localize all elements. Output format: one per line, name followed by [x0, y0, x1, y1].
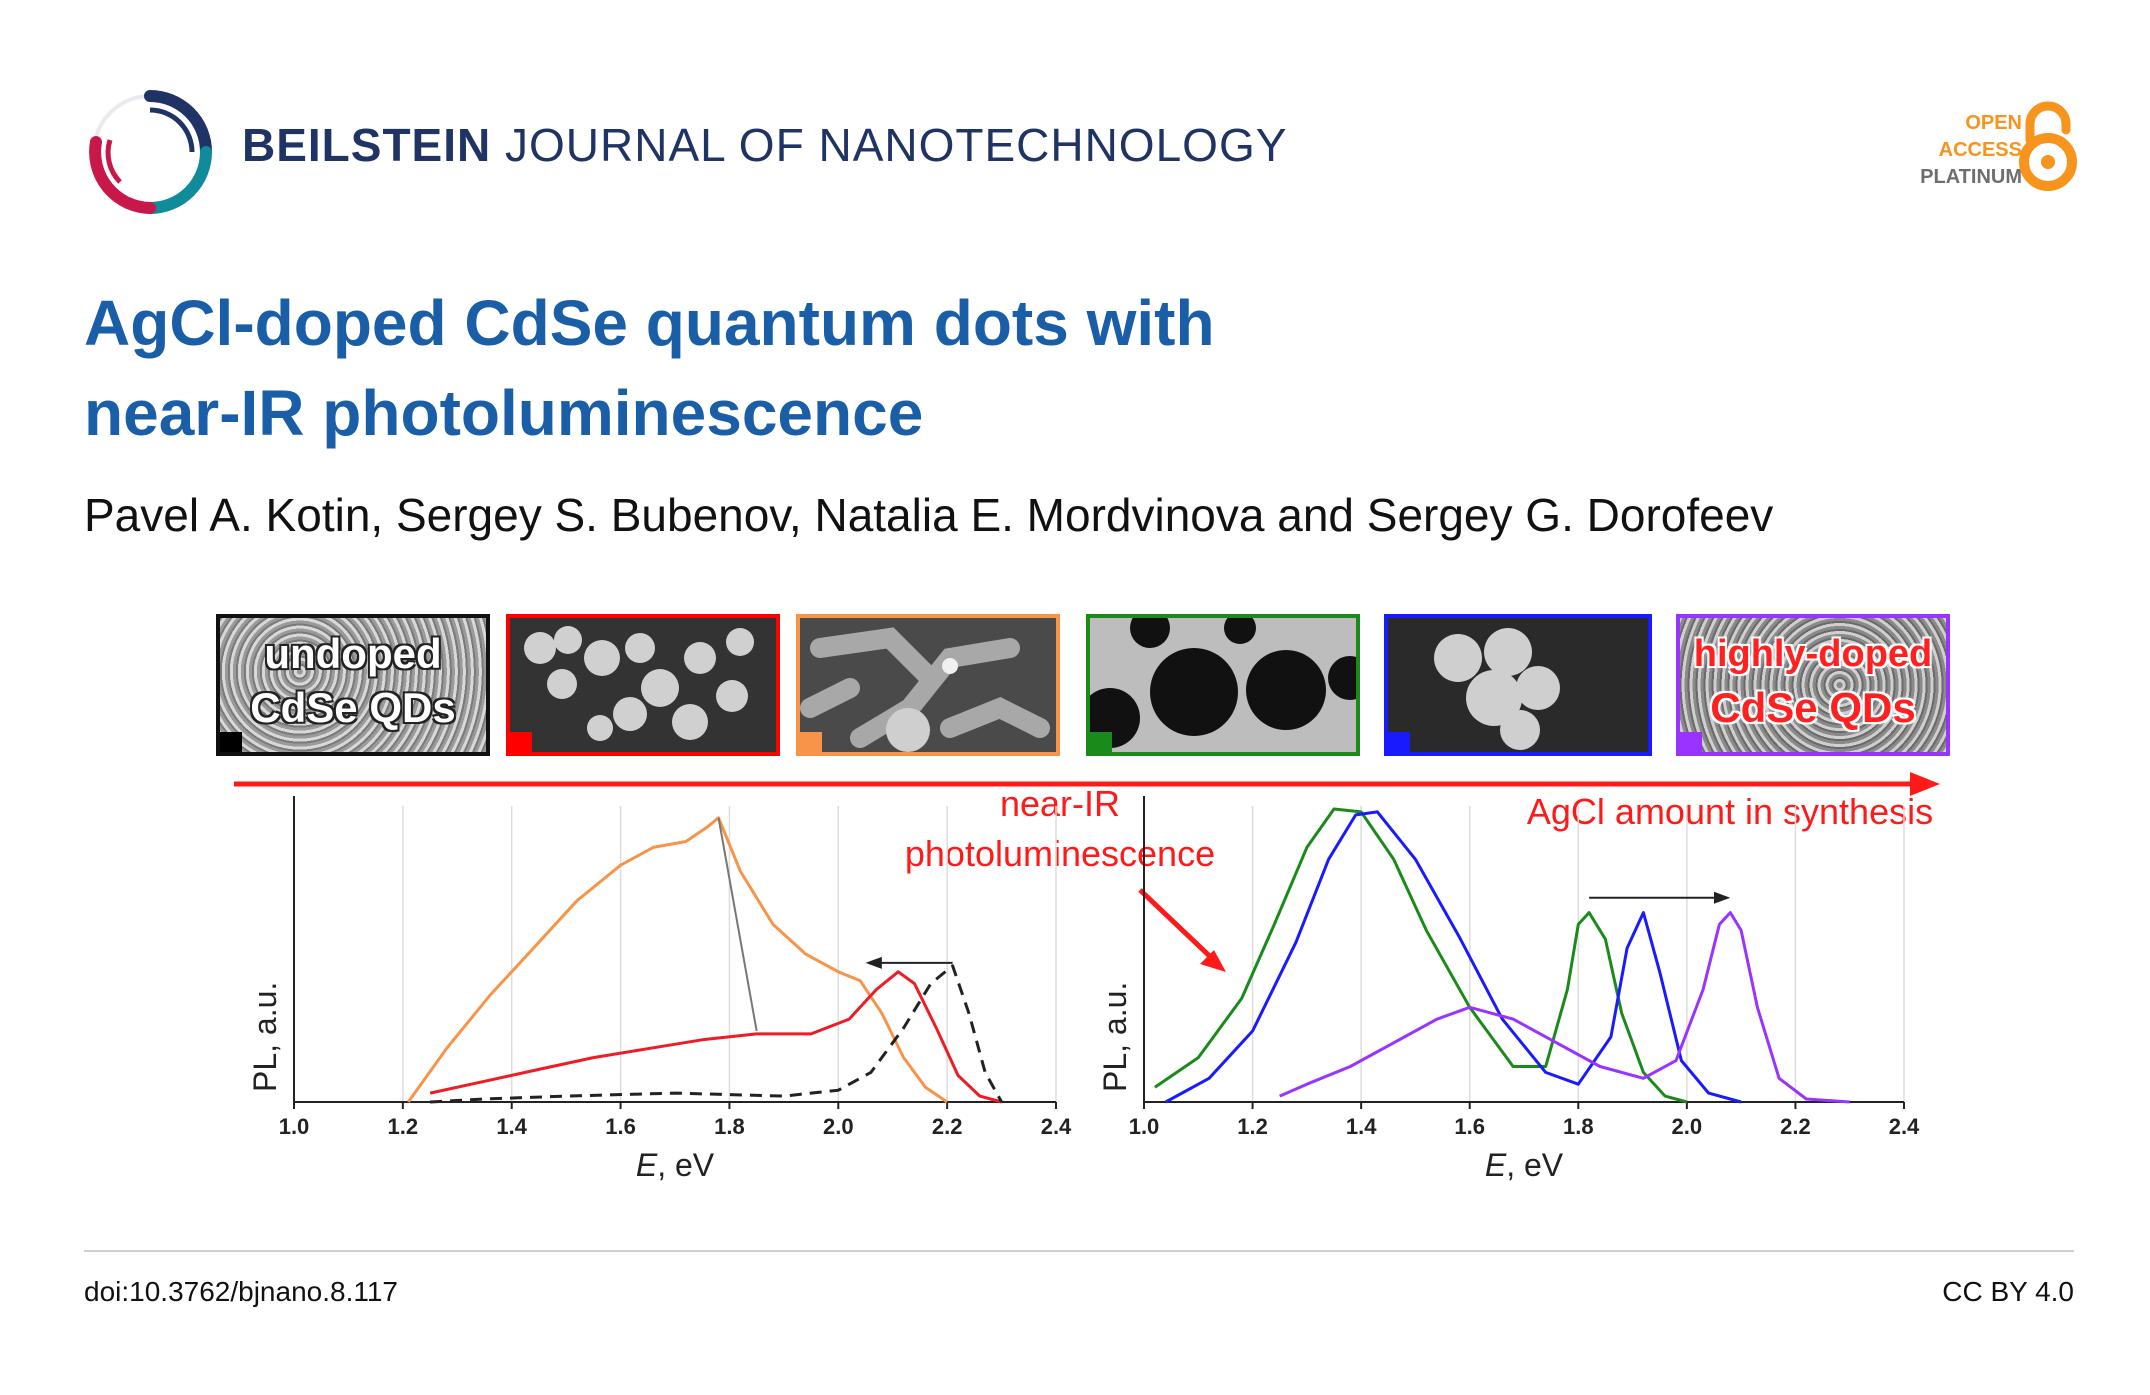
near-ir-annotation-line2: photoluminescence: [905, 833, 1215, 874]
pl-plot-left: 1.0 1.2 1.4 1.6 1.8 2.0 2.2 2.4 E, eV PL, a.u.: [247, 796, 1072, 1183]
near-ir-annotation-line1: near-IR: [1000, 783, 1120, 824]
left-plot-series-3: [430, 964, 1003, 1104]
right-plot-x-tick-label: 2.4: [1889, 1114, 1920, 1139]
left-plot-series-2: [429, 970, 1002, 1104]
thumb-sample-3: [796, 614, 1060, 756]
left-plot-x-tick-label: 2.0: [823, 1114, 854, 1139]
thumb-sample-4-marker: [1090, 732, 1112, 752]
thumb-sample-5-marker: [1388, 732, 1410, 752]
right-plot-y-axis-label: PL, a.u.: [1097, 982, 1133, 1092]
near-ir-annotation-arrowhead: [1200, 950, 1226, 972]
left-plot-x-tick-label: 1.2: [388, 1114, 419, 1139]
near-ir-annotation-arrow-line: [1138, 888, 1220, 966]
thumb-sample-2: [506, 614, 780, 756]
journal-name-rest: JOURNAL OF NANOTECHNOLOGY: [505, 119, 1288, 171]
thumb-sample-4-image: [1090, 618, 1356, 752]
article-title-line1: AgCl-doped CdSe quantum dots with: [84, 287, 1215, 359]
thumb-sample-5-image: [1434, 628, 1560, 750]
thumb-undoped-label1: undoped: [264, 630, 442, 677]
license-text: CC BY 4.0: [1942, 1276, 2074, 1307]
thumb-sample-4: [1086, 614, 1360, 756]
doi-text: doi:10.3762/bjnano.8.117: [84, 1276, 398, 1307]
thumb-highly-doped-label2: CdSe QDs: [1710, 684, 1916, 731]
pl-spectra-plots: AgCl amount in synthesis near-IR photolu…: [234, 772, 1940, 1183]
open-access-line3: PLATINUM: [1920, 166, 2022, 188]
journal-name-bold: BEILSTEIN: [242, 119, 492, 171]
thumb-undoped: undoped CdSe QDs: [216, 614, 490, 756]
article-authors: Pavel A. Kotin, Sergey S. Bubenov, Natal…: [84, 489, 1774, 541]
thumb-highly-doped-label1: highly-doped: [1693, 633, 1933, 675]
right-plot-x-tick-label: 1.2: [1237, 1114, 1268, 1139]
journal-name: BEILSTEIN JOURNAL OF NANOTECHNOLOGY: [242, 118, 1287, 172]
left-plot-x-tick-label: 1.6: [605, 1114, 636, 1139]
thumb-undoped-marker: [220, 732, 242, 752]
left-plot-series-1: [407, 816, 948, 1104]
agcl-amount-label: AgCl amount in synthesis: [1527, 791, 1933, 832]
thumb-sample-3-image: [800, 627, 1050, 752]
right-plot-series-1: [1154, 807, 1688, 1104]
left-plot-x-tick-label: 1.8: [714, 1114, 745, 1139]
left-plot-x-tick-label: 2.2: [932, 1114, 963, 1139]
open-access-line1: OPEN: [1965, 112, 2022, 134]
graphical-abstract: undoped CdSe QDs: [210, 606, 1950, 1206]
open-access-badge: OPEN ACCESS PLATINUM: [1920, 110, 2022, 191]
open-access-line2: ACCESS: [1938, 139, 2022, 161]
thumb-sample-2-marker: [510, 732, 532, 752]
right-plot-x-tick-label: 2.2: [1780, 1114, 1811, 1139]
article-title-line2: near-IR photoluminescence: [84, 377, 924, 449]
left-plot-shift-connector: [717, 817, 758, 1032]
open-access-lock-icon: [2019, 101, 2077, 191]
left-plot-y-axis-label: PL, a.u.: [247, 982, 283, 1092]
thumb-sample-5: [1384, 614, 1652, 756]
right-plot-x-tick-label: 1.4: [1346, 1114, 1377, 1139]
thumb-sample-2-image: [524, 626, 754, 741]
right-plot-x-tick-label: 1.8: [1563, 1114, 1594, 1139]
footer-divider: [84, 1250, 2074, 1252]
right-plot-x-tick-label: 1.6: [1454, 1114, 1485, 1139]
thumb-highly-doped: highly-doped CdSe QDs: [1676, 614, 1950, 756]
right-plot-series-2: [1164, 810, 1742, 1104]
thumb-sample-3-marker: [800, 732, 822, 752]
thumb-highly-doped-marker: [1680, 732, 1702, 752]
right-plot-x-tick-label: 2.0: [1672, 1114, 1703, 1139]
right-plot-series-3: [1279, 911, 1850, 1104]
right-plot-x-tick-label: 1.0: [1129, 1114, 1160, 1139]
left-plot-shift-arrowhead: [865, 956, 882, 969]
left-plot-x-tick-label: 1.0: [279, 1114, 310, 1139]
left-plot-x-tick-label: 1.4: [496, 1114, 527, 1139]
agcl-amount-arrowhead: [1910, 772, 1940, 796]
left-plot-x-tick-label: 2.4: [1041, 1114, 1072, 1139]
article-title: AgCl-doped CdSe quantum dots with near-I…: [84, 278, 1784, 458]
left-plot-x-axis-label: E, eV: [636, 1147, 715, 1183]
right-plot-x-axis-label: E, eV: [1485, 1147, 1564, 1183]
thumb-undoped-label2: CdSe QDs: [250, 684, 456, 731]
journal-logo: [89, 90, 212, 214]
right-plot-shift-arrowhead: [1714, 891, 1731, 904]
pl-plot-right: 1.0 1.2 1.4 1.6 1.8 2.0 2.2 2.4 E, eV PL, a.u.: [1097, 796, 1920, 1183]
